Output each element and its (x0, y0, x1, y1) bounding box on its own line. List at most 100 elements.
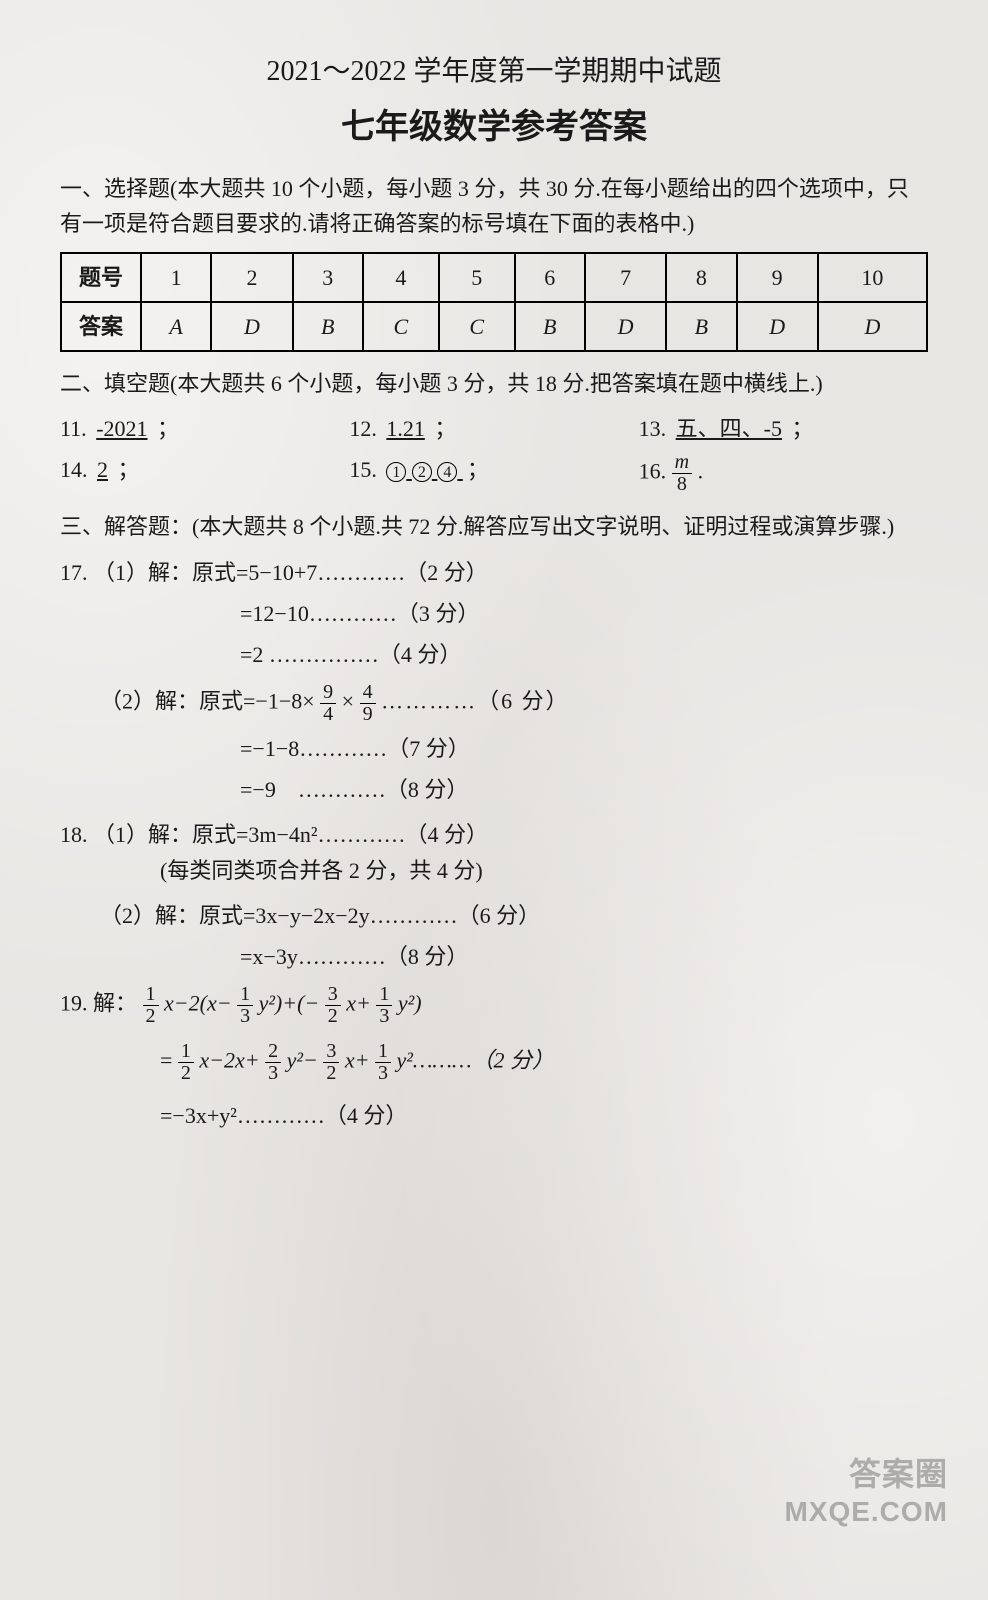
q18: 18. （1）解：原式=3m−4n²…………（4 分） (每类同类项合并各 2 … (60, 817, 928, 887)
d: 3 (375, 1063, 391, 1084)
answer-cell: D (585, 302, 666, 351)
q-num: 13. (639, 416, 667, 441)
n: 1 (375, 1041, 391, 1063)
t: x+ (345, 1048, 370, 1073)
frac-num: m (672, 452, 692, 474)
section-3-heading: 三、解答题：(本大题共 8 个小题.共 72 分.解答应写出文字说明、证明过程或… (60, 509, 928, 544)
col-num: 5 (439, 253, 515, 302)
answer-cell: B (515, 302, 585, 351)
frac-9-4: 9 4 (320, 682, 336, 725)
section-2-heading: 二、填空题(本大题共 6 个小题，每小题 3 分，共 18 分.把答案填在题中横… (60, 366, 928, 401)
frac-3-2: 32 (325, 984, 341, 1027)
t: x−2(x− (164, 991, 232, 1016)
frac: 32 (323, 1041, 339, 1084)
q17-1-line3: =2 ……………（4 分） (240, 637, 928, 672)
q15: 15. 1 2 4 ； (349, 452, 638, 495)
t: x+ (346, 991, 371, 1016)
q17-2-line3: =−9 …………（8 分） (240, 772, 928, 807)
t: y²− (287, 1048, 318, 1073)
col-num: 8 (666, 253, 736, 302)
q17-1-line2: =12−10…………（3 分） (240, 596, 928, 631)
frac-num: 9 (320, 682, 336, 704)
q-tail: ； (467, 457, 489, 482)
row-label: 答案 (61, 302, 141, 351)
n: 1 (237, 984, 253, 1006)
answer-cell: C (439, 302, 515, 351)
d: 3 (265, 1063, 281, 1084)
q19-line3: =−3x+y²…………（4 分） (160, 1098, 928, 1133)
q12: 12. 1.21 ； (349, 411, 638, 446)
n: 2 (265, 1041, 281, 1063)
d: 3 (376, 1006, 392, 1027)
text: （2）解：原式=−1−8× (100, 689, 315, 714)
exam-main-title: 七年级数学参考答案 (60, 101, 928, 155)
q-ans: 1.21 (382, 416, 429, 441)
answer-cell: B (293, 302, 363, 351)
q17-1-line1: 17. （1）解：原式=5−10+7…………（2 分） (60, 555, 928, 590)
n: 1 (178, 1041, 194, 1063)
frac: 13 (375, 1041, 391, 1084)
answer-cell: C (363, 302, 439, 351)
q-ans: 2 (93, 457, 112, 482)
q18-2-line2: =x−3y…………（8 分） (240, 939, 928, 974)
q17-2-line1: （2）解：原式=−1−8× 9 4 × 4 9 …………（6 分） (100, 682, 928, 725)
q18-1-line1: 18. （1）解：原式=3m−4n²…………（4 分） (60, 817, 928, 852)
q-num: 14. (60, 457, 88, 482)
answer-cell: D (211, 302, 292, 351)
exam-year-title: 2021～2022 学年度第一学期期中试题 (60, 50, 928, 95)
frac: 23 (265, 1041, 281, 1084)
section-1-heading: 一、选择题(本大题共 10 个小题，每小题 3 分，共 30 分.在每小题给出的… (60, 171, 928, 241)
q17-2: （2）解：原式=−1−8× 9 4 × 4 9 …………（6 分） =−1−8…… (60, 682, 928, 807)
frac-1-3b: 13 (376, 984, 392, 1027)
q-tail: ； (791, 416, 813, 441)
frac-1-3: 13 (237, 984, 253, 1027)
frac-den: 9 (360, 704, 376, 725)
choice-answer-table: 题号 1 2 3 4 5 6 7 8 9 10 答案 A D B C C B D… (60, 252, 928, 352)
answer-cell: D (818, 302, 927, 351)
n: 1 (143, 984, 159, 1006)
col-num: 3 (293, 253, 363, 302)
col-num: 4 (363, 253, 439, 302)
table-row-header: 题号 1 2 3 4 5 6 7 8 9 10 (61, 253, 927, 302)
score: …………（6 分） (381, 689, 570, 714)
q18-1-note: (每类同类项合并各 2 分，共 4 分) (160, 853, 928, 888)
q-num: 12. (349, 416, 377, 441)
frac-den: 4 (320, 704, 336, 725)
q-tail: ； (434, 416, 456, 441)
n: 3 (323, 1041, 339, 1063)
answer-cell: B (666, 302, 736, 351)
answer-cell: D (737, 302, 818, 351)
d: 2 (325, 1006, 341, 1027)
q-tail: . (698, 459, 704, 484)
q17-2-line2: =−1−8…………（7 分） (240, 731, 928, 766)
q11: 11. -2021 ； (60, 411, 349, 446)
col-num: 9 (737, 253, 818, 302)
watermark-2: MXQE.COM (784, 1490, 948, 1535)
answer-cell: A (141, 302, 211, 351)
mul: × (342, 689, 354, 714)
fill-row-2: 14. 2 ； 15. 1 2 4 ； 16. m 8 . (60, 452, 928, 495)
q13: 13. 五、四、-5 ； (639, 411, 928, 446)
fraction-m8: m 8 (672, 452, 692, 495)
col-num: 1 (141, 253, 211, 302)
d: 2 (178, 1063, 194, 1084)
col-num: 6 (515, 253, 585, 302)
frac-4-9: 4 9 (360, 682, 376, 725)
q18-2: （2）解：原式=3x−y−2x−2y…………（6 分） =x−3y…………（8 … (60, 898, 928, 974)
t: y²………（2 分） (397, 1048, 555, 1073)
q-ans: 1 2 4 (382, 457, 467, 482)
d: 2 (143, 1006, 159, 1027)
q-num: 11. (60, 416, 87, 441)
q17: 17. （1）解：原式=5−10+7…………（2 分） =12−10…………（3… (60, 555, 928, 673)
frac: 12 (178, 1041, 194, 1084)
col-num: 10 (818, 253, 927, 302)
q19-line2: = 12 x−2x+ 23 y²− 32 x+ 13 y²………（2 分） (160, 1041, 928, 1084)
q-num: 16. (639, 459, 667, 484)
q-tail: ； (118, 457, 140, 482)
q16: 16. m 8 . (639, 452, 928, 495)
col-num: 2 (211, 253, 292, 302)
col-num: 7 (585, 253, 666, 302)
n: 1 (376, 984, 392, 1006)
q-tail: ； (157, 416, 179, 441)
q18-2-line1: （2）解：原式=3x−y−2x−2y…………（6 分） (100, 898, 928, 933)
